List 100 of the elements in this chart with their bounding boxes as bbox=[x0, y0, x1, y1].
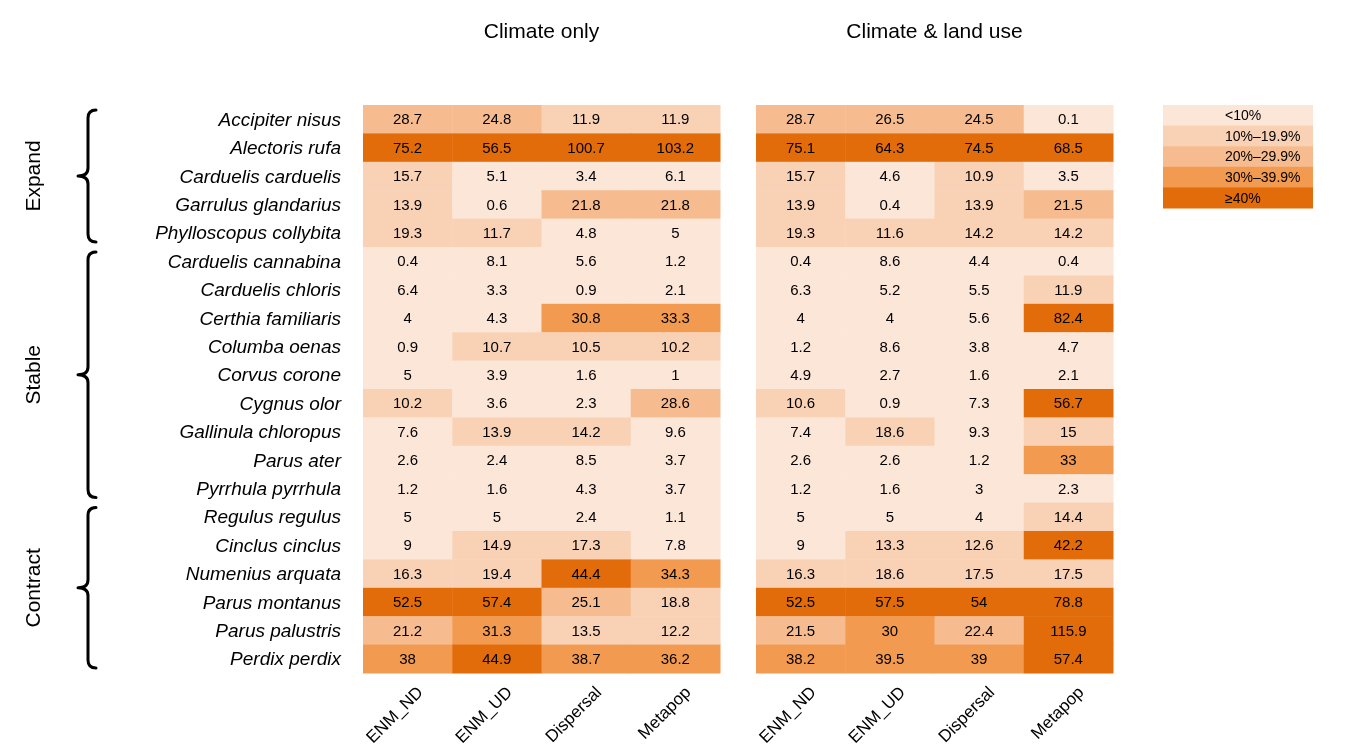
data-label: 12.2 bbox=[660, 621, 690, 639]
data-label: 9 bbox=[403, 536, 412, 554]
data-label: 2.6 bbox=[790, 451, 812, 469]
data-label: 21.5 bbox=[786, 621, 816, 639]
text: Contract bbox=[21, 547, 44, 628]
y-tick-label: Columba oenas bbox=[207, 336, 342, 358]
data-label: 9 bbox=[796, 536, 805, 554]
data-label: 36.2 bbox=[660, 650, 690, 668]
data-label: 38.7 bbox=[571, 650, 601, 668]
data-label: 26.5 bbox=[875, 110, 905, 128]
y-tick-label: Carduelis carduelis bbox=[179, 165, 342, 187]
data-label: 4.8 bbox=[575, 224, 597, 242]
data-label: 30.8 bbox=[571, 309, 601, 327]
chart-title: Climate & land use bbox=[846, 19, 1023, 42]
data-label: 19.3 bbox=[393, 224, 423, 242]
data-label: 10.9 bbox=[964, 167, 994, 185]
data-label: 3.9 bbox=[486, 366, 508, 384]
data-label: 3.7 bbox=[664, 479, 686, 497]
data-label: 13.9 bbox=[786, 195, 816, 213]
data-label: 28.6 bbox=[660, 394, 690, 412]
y-tick-label: Pyrrhula pyrrhula bbox=[196, 478, 341, 500]
data-label: 6.1 bbox=[664, 167, 686, 185]
data-label: 33.3 bbox=[660, 309, 690, 327]
y-tick-label: Carduelis cannabina bbox=[167, 250, 341, 272]
data-label: 16.3 bbox=[393, 564, 423, 582]
data-label: 2.1 bbox=[664, 280, 686, 298]
data-label: 5 bbox=[403, 366, 412, 384]
data-label: 5.6 bbox=[968, 309, 990, 327]
data-label: 1 bbox=[671, 366, 680, 384]
data-label: 15.7 bbox=[393, 167, 423, 185]
data-label: 2.4 bbox=[575, 508, 597, 526]
text: Expand bbox=[21, 140, 44, 212]
data-label: 0.1 bbox=[1057, 110, 1079, 128]
data-label: 3.6 bbox=[486, 394, 508, 412]
y-tick-label: Phylloscopus collybita bbox=[155, 222, 341, 244]
data-label: 42.2 bbox=[1053, 536, 1083, 554]
data-label: 1.6 bbox=[575, 366, 597, 384]
data-label: 0.4 bbox=[397, 252, 419, 270]
data-label: 4 bbox=[974, 508, 984, 526]
data-label: 3.4 bbox=[575, 167, 597, 185]
data-label: 22.4 bbox=[964, 621, 994, 639]
data-label: 44.9 bbox=[482, 650, 512, 668]
data-label: 52.5 bbox=[393, 593, 423, 611]
data-label: 75.1 bbox=[786, 138, 816, 156]
data-label: 13.9 bbox=[393, 195, 423, 213]
data-label: 1.6 bbox=[968, 366, 990, 384]
data-label: 1.6 bbox=[486, 479, 508, 497]
data-label: 7.6 bbox=[397, 422, 419, 440]
data-label: 11.9 bbox=[661, 110, 690, 128]
data-label: 1.6 bbox=[879, 479, 901, 497]
data-label: 19.4 bbox=[482, 564, 512, 582]
data-label: 1.2 bbox=[790, 337, 812, 355]
data-label: 11.9 bbox=[1054, 280, 1083, 298]
data-label: 28.7 bbox=[393, 110, 423, 128]
data-label: 64.3 bbox=[875, 138, 905, 156]
text: Stable bbox=[21, 345, 44, 405]
data-label: 6.4 bbox=[397, 280, 419, 298]
data-label: 4 bbox=[885, 309, 895, 327]
y-tick-label: Corvus corone bbox=[217, 364, 341, 386]
data-label: 100.7 bbox=[567, 138, 605, 156]
y-tick-label: Cygnus olor bbox=[239, 392, 342, 414]
y-tick-label: Certhia familiaris bbox=[199, 307, 342, 329]
data-label: 14.2 bbox=[571, 422, 601, 440]
data-label: 9.6 bbox=[664, 422, 686, 440]
data-label: 4.7 bbox=[1057, 337, 1079, 355]
data-label: 5.6 bbox=[575, 252, 597, 270]
y-tick-label: Carduelis chloris bbox=[200, 279, 342, 301]
data-label: 24.8 bbox=[482, 110, 512, 128]
data-label: 13.3 bbox=[875, 536, 905, 554]
color-bar-label: <10% bbox=[1225, 107, 1262, 124]
data-label: 5.5 bbox=[968, 280, 990, 298]
data-label: 4.3 bbox=[575, 479, 597, 497]
data-label: 82.4 bbox=[1053, 309, 1083, 327]
data-label: 17.5 bbox=[1053, 564, 1083, 582]
data-label: 103.2 bbox=[656, 138, 695, 156]
chart-title: Climate only bbox=[483, 19, 600, 42]
data-label: 11.6 bbox=[875, 224, 904, 242]
data-label: 1.2 bbox=[968, 451, 990, 469]
data-label: 8.6 bbox=[879, 252, 901, 270]
data-label: 25.1 bbox=[571, 593, 601, 611]
data-label: 21.8 bbox=[660, 195, 690, 213]
data-label: 4 bbox=[796, 309, 805, 327]
data-label: 13.9 bbox=[964, 195, 994, 213]
data-label: 24.5 bbox=[964, 110, 994, 128]
data-label: 56.5 bbox=[482, 138, 512, 156]
data-label: 0.4 bbox=[1057, 252, 1079, 270]
data-label: 2.6 bbox=[397, 451, 419, 469]
data-label: 7.8 bbox=[664, 536, 686, 554]
data-label: 8.1 bbox=[486, 252, 508, 270]
data-label: 52.5 bbox=[786, 593, 816, 611]
data-label: 13.9 bbox=[482, 422, 512, 440]
data-label: 8.6 bbox=[879, 337, 901, 355]
data-label: 115.9 bbox=[1050, 621, 1087, 639]
data-label: 1.1 bbox=[664, 508, 686, 526]
y-tick-label: Parus palustris bbox=[215, 620, 342, 642]
data-label: 11.7 bbox=[482, 224, 511, 242]
color-bar-label: 30%–39.9% bbox=[1225, 169, 1301, 185]
data-label: 2.3 bbox=[1057, 479, 1079, 497]
data-label: 1.2 bbox=[664, 252, 686, 270]
data-label: 13.5 bbox=[571, 621, 601, 639]
